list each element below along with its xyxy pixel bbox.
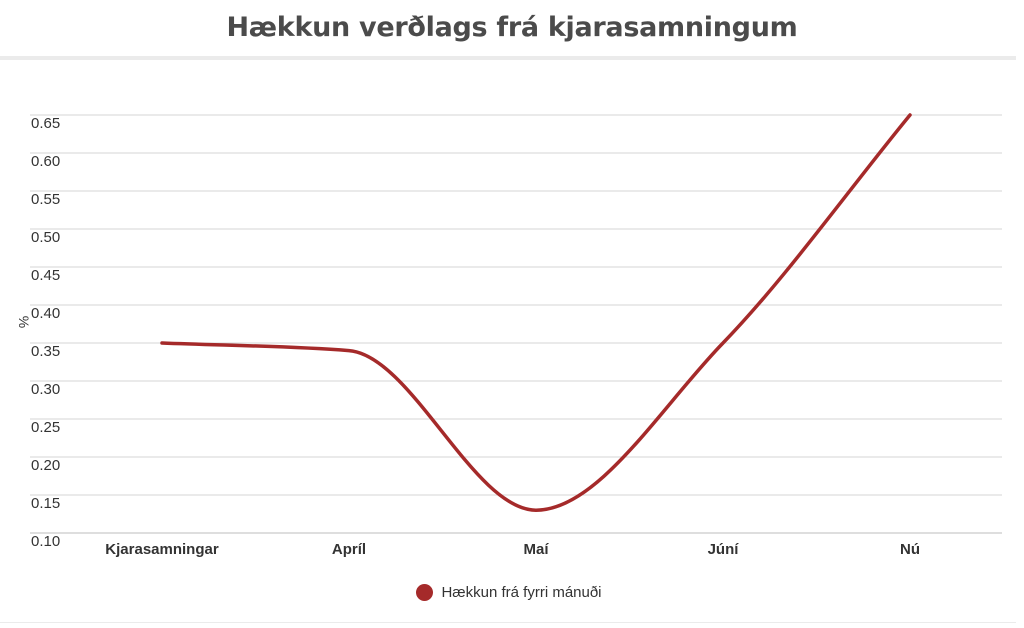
y-tick-label: 0.50 — [31, 229, 60, 246]
legend[interactable]: Hækkun frá fyrri mánuði — [0, 584, 1024, 601]
y-tick-label: 0.10 — [31, 533, 60, 550]
legend-swatch-icon — [416, 584, 434, 601]
line-chart: 0.10 0.15 0.20 0.25 0.30 0.35 0.40 0.45 0.50 0.55… — [16, 113, 1002, 558]
x-tick-label: Júní — [708, 541, 740, 558]
legend-label: Hækkun frá fyrri mánuði — [441, 584, 602, 601]
x-tick-label: Maí — [523, 541, 549, 558]
gridlines — [30, 114, 1002, 534]
bottom-divider — [0, 622, 1016, 623]
y-axis-ticks: 0.10 0.15 0.20 0.25 0.30 0.35 0.40 0.45 0.50 0.55… — [31, 115, 60, 550]
series-line — [160, 113, 912, 512]
series-lines — [160, 113, 912, 512]
y-tick-label: 0.45 — [31, 267, 60, 284]
x-tick-label: Apríl — [332, 541, 366, 558]
y-tick-label: 0.15 — [31, 495, 60, 512]
y-axis-label: % — [16, 316, 32, 328]
y-tick-label: 0.35 — [31, 343, 60, 360]
x-tick-label: Kjarasamningar — [105, 541, 219, 558]
y-tick-label: 0.25 — [31, 419, 60, 436]
y-tick-label: 0.20 — [31, 457, 60, 474]
y-tick-label: 0.40 — [31, 305, 60, 322]
y-tick-label: 0.65 — [31, 115, 60, 132]
title-divider — [0, 56, 1016, 60]
y-tick-label: 0.30 — [31, 381, 60, 398]
x-axis-ticks: Kjarasamningar Apríl Maí Júní Nú — [105, 541, 920, 558]
y-tick-label: 0.55 — [31, 191, 60, 208]
x-tick-label: Nú — [900, 541, 920, 558]
y-tick-label: 0.60 — [31, 153, 60, 170]
chart-title: Hækkun verðlags frá kjarasamningum — [226, 12, 798, 43]
legend-item[interactable]: Hækkun frá fyrri mánuði — [416, 584, 602, 601]
